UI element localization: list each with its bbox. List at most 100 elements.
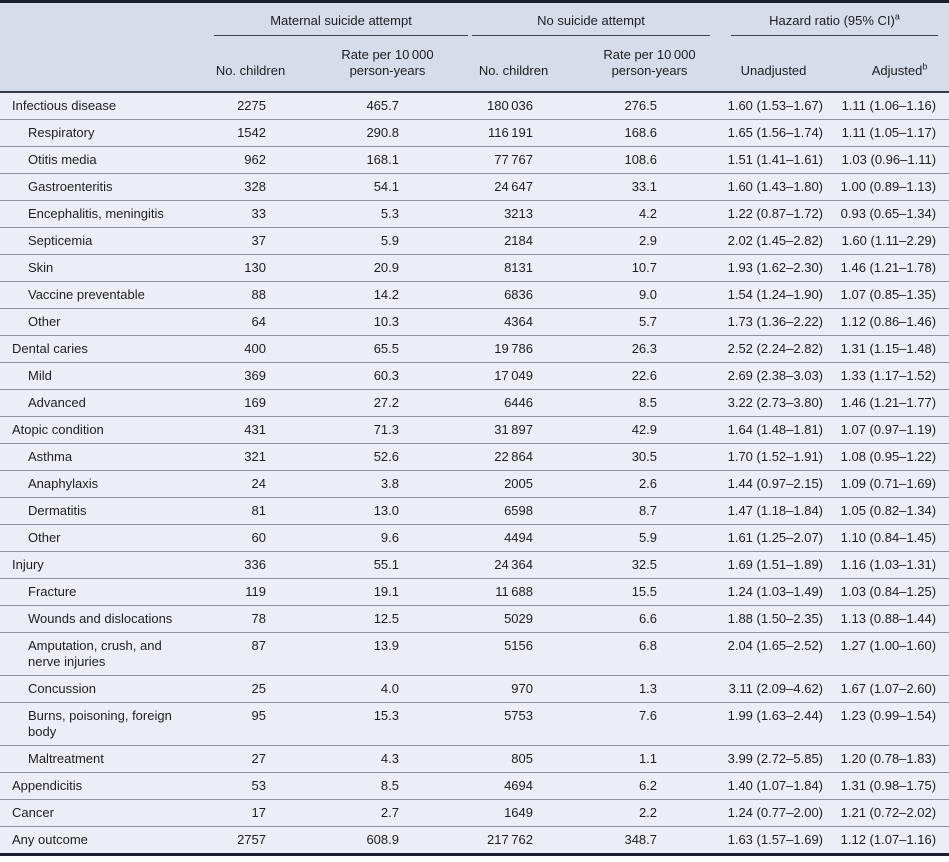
nsa-rate-cell: 33.1 <box>570 173 713 201</box>
nsa-children-cell: 22 864 <box>470 443 570 471</box>
outcome-label: Vaccine preventable <box>0 281 212 309</box>
table-row: Wounds and dislocations 78 12.5 5029 6.6 1.88… <box>0 605 949 633</box>
table-row: Mild 369 60.3 17 049 22.6 2.69 (2.38–3.03) 1.3… <box>0 362 949 390</box>
table-row: Vaccine preventable 88 14.2 6836 9.0 1.54 (1.… <box>0 281 949 309</box>
hr-adjusted-cell: 1.11 (1.05–1.17) <box>830 119 949 147</box>
outcome-label: Dermatitis <box>0 497 212 525</box>
outcome-label-text: Appendicitis <box>12 778 83 793</box>
outcome-label: Asthma <box>0 443 212 471</box>
nsa-children-cell: 77 767 <box>470 146 570 174</box>
outcome-label: Injury <box>0 551 212 579</box>
msa-children-cell: 400 <box>212 335 312 363</box>
sub-header-row: No. children Rate per 10 000 person-year… <box>0 37 949 93</box>
table-row: Cancer 17 2.7 1649 2.2 1.24 (0.77–2.00) 1.21 (… <box>0 799 949 827</box>
hr-unadjusted-cell: 1.99 (1.63–2.44) <box>712 702 831 746</box>
outcome-label-text: Advanced <box>28 395 86 410</box>
table-row: Advanced 169 27.2 6446 8.5 3.22 (2.73–3.80) 1.… <box>0 389 949 417</box>
hr-adjusted-cell: 1.20 (0.78–1.83) <box>830 745 949 773</box>
msa-children-cell: 81 <box>212 497 312 525</box>
msa-children-cell: 2757 <box>212 826 312 855</box>
header-corner <box>0 37 212 93</box>
outcome-label: Encephalitis, meningitis <box>0 200 212 228</box>
outcome-label-text: Anaphylaxis <box>28 476 99 491</box>
msa-rate-cell: 14.2 <box>312 281 470 309</box>
col-header-nsa-rate: Rate per 10 000 person-years <box>570 37 713 93</box>
nsa-children-cell: 5029 <box>470 605 570 633</box>
nsa-rate-cell: 2.6 <box>570 470 713 498</box>
hr-unadjusted-cell: 1.70 (1.52–1.91) <box>712 443 831 471</box>
outcome-label-text: Infectious disease <box>12 98 117 113</box>
table-row: Skin 130 20.9 8131 10.7 1.93 (1.62–2.30) 1.46 … <box>0 254 949 282</box>
hr-unadjusted-cell: 2.69 (2.38–3.03) <box>712 362 831 390</box>
outcome-label: Cancer <box>0 799 212 827</box>
table-row: Maltreatment 27 4.3 805 1.1 3.99 (2.72–5.85) 1… <box>0 745 949 773</box>
outcome-label: Amputation, crush, and nerve injuries <box>0 632 212 676</box>
hr-adjusted-cell: 1.10 (0.84–1.45) <box>830 524 949 552</box>
hr-unadjusted-cell: 2.52 (2.24–2.82) <box>712 335 831 363</box>
msa-children-cell: 60 <box>212 524 312 552</box>
group-label-text: Hazard ratio (95% CI) <box>769 13 895 28</box>
outcome-label-text: Any outcome <box>12 832 88 847</box>
nsa-children-cell: 217 762 <box>470 826 570 855</box>
msa-children-cell: 119 <box>212 578 312 606</box>
outcome-label: Advanced <box>0 389 212 417</box>
msa-rate-cell: 8.5 <box>312 772 470 800</box>
msa-rate-cell: 13.9 <box>312 632 470 676</box>
msa-children-cell: 328 <box>212 173 312 201</box>
msa-rate-cell: 20.9 <box>312 254 470 282</box>
nsa-rate-cell: 6.2 <box>570 772 713 800</box>
nsa-children-cell: 5156 <box>470 632 570 676</box>
nsa-rate-cell: 22.6 <box>570 362 713 390</box>
hr-adjusted-cell: 0.93 (0.65–1.34) <box>830 200 949 228</box>
msa-children-cell: 95 <box>212 702 312 746</box>
nsa-rate-cell: 2.2 <box>570 799 713 827</box>
outcome-label: Appendicitis <box>0 772 212 800</box>
hr-adjusted-cell: 1.23 (0.99–1.54) <box>830 702 949 746</box>
hr-unadjusted-cell: 1.69 (1.51–1.89) <box>712 551 831 579</box>
hr-adjusted-cell: 1.12 (0.86–1.46) <box>830 308 949 336</box>
table-row: Dermatitis 81 13.0 6598 8.7 1.47 (1.18–1.84) 1… <box>0 497 949 525</box>
outcome-label-text: Respiratory <box>28 125 95 140</box>
msa-children-cell: 25 <box>212 675 312 703</box>
hr-adjusted-cell: 1.12 (1.07–1.16) <box>830 826 949 855</box>
nsa-rate-cell: 42.9 <box>570 416 713 444</box>
group-label-text: No suicide attempt <box>537 13 645 28</box>
msa-children-cell: 962 <box>212 146 312 174</box>
outcome-label: Dental caries <box>0 335 212 363</box>
hr-unadjusted-cell: 3.99 (2.72–5.85) <box>712 745 831 773</box>
table-row: Any outcome 2757 608.9 217 762 348.7 1.63 (1.… <box>0 826 949 855</box>
outcome-label-text: Skin <box>28 260 54 275</box>
outcome-label: Concussion <box>0 675 212 703</box>
nsa-children-cell: 805 <box>470 745 570 773</box>
outcome-label-text: Cancer <box>12 805 54 820</box>
nsa-rate-cell: 26.3 <box>570 335 713 363</box>
outcome-label-text: Other <box>28 314 61 329</box>
msa-children-cell: 37 <box>212 227 312 255</box>
hr-adjusted-cell: 1.08 (0.95–1.22) <box>830 443 949 471</box>
table-row: Respiratory 1542 290.8 116 191 168.6 1.65 (1.… <box>0 119 949 147</box>
nsa-children-cell: 3213 <box>470 200 570 228</box>
msa-children-cell: 1542 <box>212 119 312 147</box>
footnote-marker-b: b <box>922 61 928 72</box>
outcome-label: Other <box>0 524 212 552</box>
col-header-adjusted: Adjustedb <box>830 37 949 93</box>
table-row: Appendicitis 53 8.5 4694 6.2 1.40 (1.07–1.84)… <box>0 772 949 800</box>
footnote-marker-a: a <box>894 11 900 22</box>
outcome-label: Fracture <box>0 578 212 606</box>
nsa-rate-cell: 9.0 <box>570 281 713 309</box>
outcome-label-text: Injury <box>12 557 44 572</box>
outcome-label-text: Fracture <box>28 584 77 599</box>
msa-rate-cell: 71.3 <box>312 416 470 444</box>
col-header-unadjusted: Unadjusted <box>712 37 831 93</box>
hr-unadjusted-cell: 1.44 (0.97–2.15) <box>712 470 831 498</box>
msa-rate-cell: 465.7 <box>312 92 470 120</box>
outcome-label-text: Other <box>28 530 61 545</box>
nsa-children-cell: 4694 <box>470 772 570 800</box>
group-header-no-suicide-attempt: No suicide attempt <box>470 1 713 37</box>
outcome-label: Wounds and dislocations <box>0 605 212 633</box>
hr-unadjusted-cell: 1.40 (1.07–1.84) <box>712 772 831 800</box>
nsa-rate-cell: 348.7 <box>570 826 713 855</box>
outcome-label: Mild <box>0 362 212 390</box>
nsa-children-cell: 6598 <box>470 497 570 525</box>
